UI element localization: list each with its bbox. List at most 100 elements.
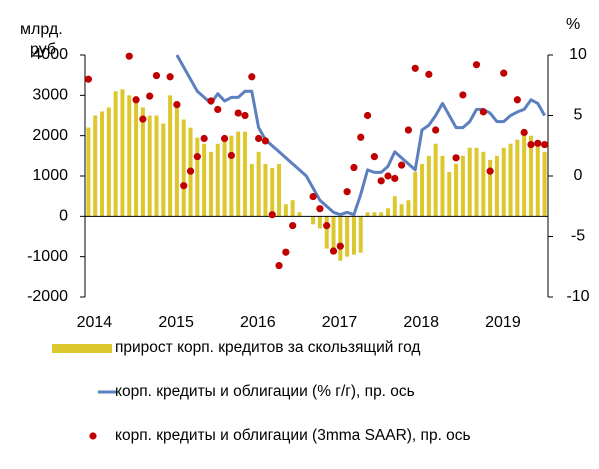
bar <box>229 135 234 217</box>
bar <box>351 216 356 255</box>
bar <box>154 115 159 217</box>
bar <box>474 147 479 217</box>
bar <box>113 91 118 217</box>
bar <box>501 147 506 217</box>
dot <box>234 109 242 117</box>
bar <box>283 204 288 217</box>
bar <box>93 115 98 217</box>
dot <box>384 172 392 180</box>
dot <box>370 153 378 161</box>
dot <box>84 75 93 83</box>
legend-swatch <box>89 432 97 440</box>
bar <box>270 167 275 217</box>
dot <box>500 69 508 77</box>
dot <box>404 126 413 134</box>
dot <box>309 192 317 201</box>
bar <box>202 143 207 217</box>
bar <box>256 151 261 217</box>
bar <box>481 151 486 217</box>
dot <box>323 222 331 230</box>
bar <box>338 216 343 261</box>
bar <box>447 171 452 217</box>
bar <box>236 131 241 217</box>
bar <box>147 115 152 217</box>
dot <box>411 64 419 72</box>
dot <box>329 247 338 255</box>
y2-axis-label: % <box>566 16 580 33</box>
dot <box>139 115 147 123</box>
dot <box>350 163 358 172</box>
bar <box>290 200 295 217</box>
bar <box>426 155 431 217</box>
dot <box>527 140 535 149</box>
bar <box>528 135 533 217</box>
bar <box>222 139 227 217</box>
bar <box>174 103 179 217</box>
y-axis-label: руб <box>30 41 56 58</box>
dot <box>220 134 229 143</box>
bar <box>140 107 145 217</box>
dot <box>214 105 222 114</box>
dot <box>534 139 542 147</box>
bar <box>277 163 282 217</box>
dot <box>316 205 324 213</box>
y2-tick-label: 0 <box>574 167 583 184</box>
y-tick-label: 1000 <box>32 167 68 184</box>
dot <box>289 222 297 230</box>
dot <box>152 71 161 80</box>
bar <box>161 123 166 217</box>
dot <box>472 61 481 69</box>
bar <box>208 151 213 217</box>
dot <box>132 96 140 104</box>
dot <box>540 140 549 149</box>
dot <box>425 70 433 78</box>
y-axis-label: млрд. <box>20 21 63 38</box>
dot <box>193 153 201 161</box>
x-tick-label: 2017 <box>322 314 358 331</box>
dot <box>275 261 283 270</box>
bar <box>379 212 384 217</box>
dot <box>166 73 174 81</box>
dot <box>186 167 195 175</box>
bar <box>467 147 472 217</box>
bar <box>120 89 125 217</box>
bar <box>249 163 254 217</box>
bar <box>494 155 499 217</box>
bar <box>522 131 527 217</box>
legend-label: корп. кредиты и облигации (% г/г), пр. о… <box>115 383 415 400</box>
dot <box>432 126 440 134</box>
bar <box>440 155 445 217</box>
bar <box>406 200 411 217</box>
x-tick-label: 2015 <box>158 314 194 331</box>
dot <box>261 137 270 145</box>
dot <box>452 154 460 162</box>
y2-tick-label: 5 <box>574 107 583 124</box>
bar <box>508 143 513 217</box>
dot <box>336 242 344 250</box>
y-tick-label: -1000 <box>27 248 68 265</box>
dot <box>486 167 494 175</box>
legend-swatch <box>52 344 112 353</box>
bar <box>168 95 173 217</box>
dot <box>343 188 351 196</box>
bar <box>106 107 111 217</box>
y-tick-label: 2000 <box>32 127 68 144</box>
y-tick-label: 3000 <box>32 87 68 104</box>
x-tick-label: 2016 <box>240 314 276 331</box>
bar <box>420 163 425 217</box>
dot <box>227 151 235 160</box>
bar <box>392 196 397 217</box>
x-tick-label: 2019 <box>485 314 521 331</box>
y-tick-label: -2000 <box>27 288 68 305</box>
dot <box>459 91 467 99</box>
y2-tick-label: -10 <box>566 288 589 305</box>
dot <box>125 52 133 60</box>
legend-label: прирост корп. кредитов за скользящий год <box>115 339 421 356</box>
dot <box>207 97 215 105</box>
bar <box>100 111 105 217</box>
bar <box>311 216 316 225</box>
dot <box>241 111 249 120</box>
y2-tick-label: 10 <box>569 46 587 63</box>
